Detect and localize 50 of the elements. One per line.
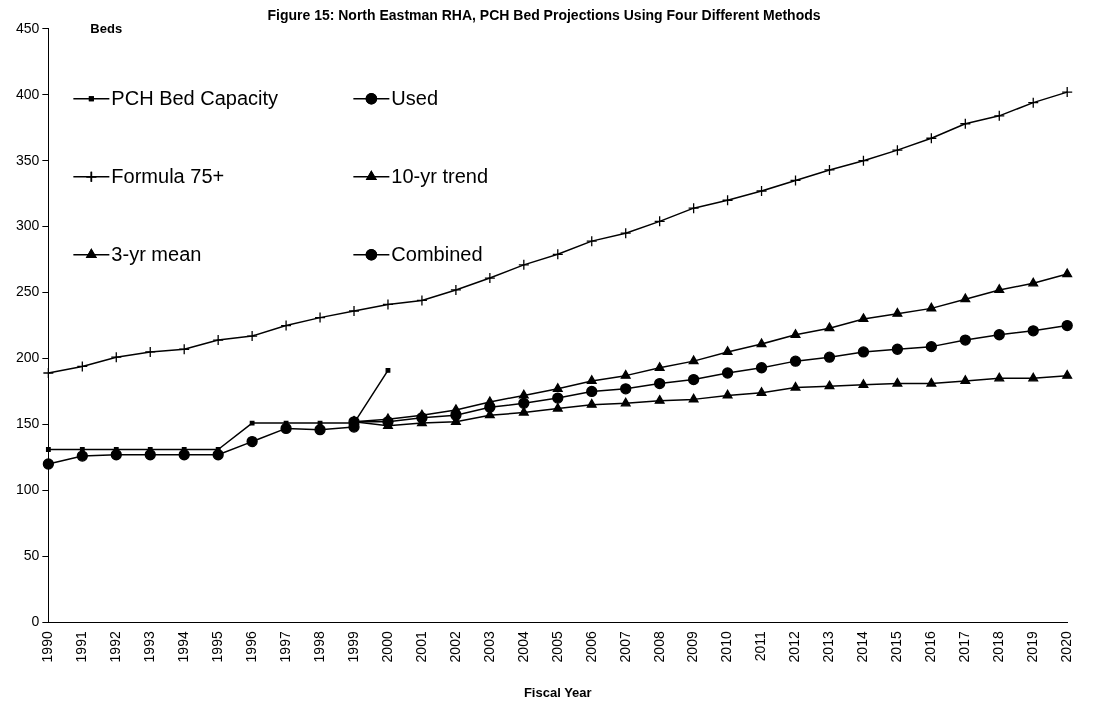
x-tick-label: 2005 <box>548 631 565 663</box>
x-tick-label: 1999 <box>344 631 361 663</box>
x-tick-label: 2013 <box>820 631 837 663</box>
legend-label: Combined <box>391 243 483 266</box>
y-tick-label: 100 <box>16 481 40 498</box>
x-tick-label: 2016 <box>922 631 939 663</box>
chart-title: Figure 15: North Eastman RHA, PCH Bed Projections Using Four Different Methods <box>267 7 821 24</box>
x-tick-label: 1996 <box>242 631 259 663</box>
legend-label: 10-yr trend <box>391 165 489 188</box>
x-tick-label: 2006 <box>582 631 599 663</box>
x-tick-label: 1992 <box>107 631 124 663</box>
x-tick-label: 2001 <box>412 631 429 663</box>
y-axis-title: Beds <box>90 20 123 36</box>
x-tick-label: 2009 <box>684 631 701 663</box>
x-tick-label: 2007 <box>616 631 633 663</box>
x-tick-label: 2012 <box>786 631 803 663</box>
x-tick-label: 2017 <box>956 631 973 663</box>
y-tick-label: 50 <box>23 547 40 564</box>
y-tick-label: 150 <box>16 415 40 432</box>
x-tick-label: 2014 <box>854 631 871 663</box>
x-axis-title: Fiscal Year <box>523 684 592 700</box>
x-tick-label: 2020 <box>1058 631 1075 663</box>
y-tick-label: 250 <box>16 283 40 300</box>
x-tick-label: 2002 <box>446 631 463 663</box>
y-tick-label: 0 <box>31 613 40 630</box>
x-tick-label: 1993 <box>141 631 158 663</box>
x-tick-label: 2010 <box>718 631 735 663</box>
x-tick-label: 1995 <box>209 631 226 663</box>
x-tick-label: 2003 <box>480 631 497 663</box>
x-tick-label: 2008 <box>650 631 667 663</box>
x-tick-label: 1998 <box>310 631 327 663</box>
legend-label: Formula 75+ <box>111 165 225 188</box>
legend-label: 3-yr mean <box>111 243 202 266</box>
x-tick-label: 2000 <box>378 631 395 663</box>
x-tick-label: 2004 <box>514 631 531 663</box>
y-tick-label: 400 <box>16 85 40 102</box>
legend-label: Used <box>391 87 439 110</box>
x-tick-label: 2011 <box>752 631 769 662</box>
y-tick-label: 200 <box>16 349 40 366</box>
x-tick-label: 1997 <box>276 631 293 663</box>
x-tick-label: 2019 <box>1024 631 1041 663</box>
x-tick-label: 2015 <box>888 631 905 663</box>
y-tick-label: 450 <box>16 19 40 36</box>
y-tick-label: 350 <box>16 151 40 168</box>
x-tick-label: 1991 <box>73 631 90 663</box>
y-tick-label: 300 <box>16 217 40 234</box>
x-tick-label: 1990 <box>39 631 56 663</box>
x-tick-label: 2018 <box>990 631 1007 663</box>
x-tick-label: 1994 <box>175 631 192 663</box>
legend-label: PCH Bed Capacity <box>111 87 279 110</box>
